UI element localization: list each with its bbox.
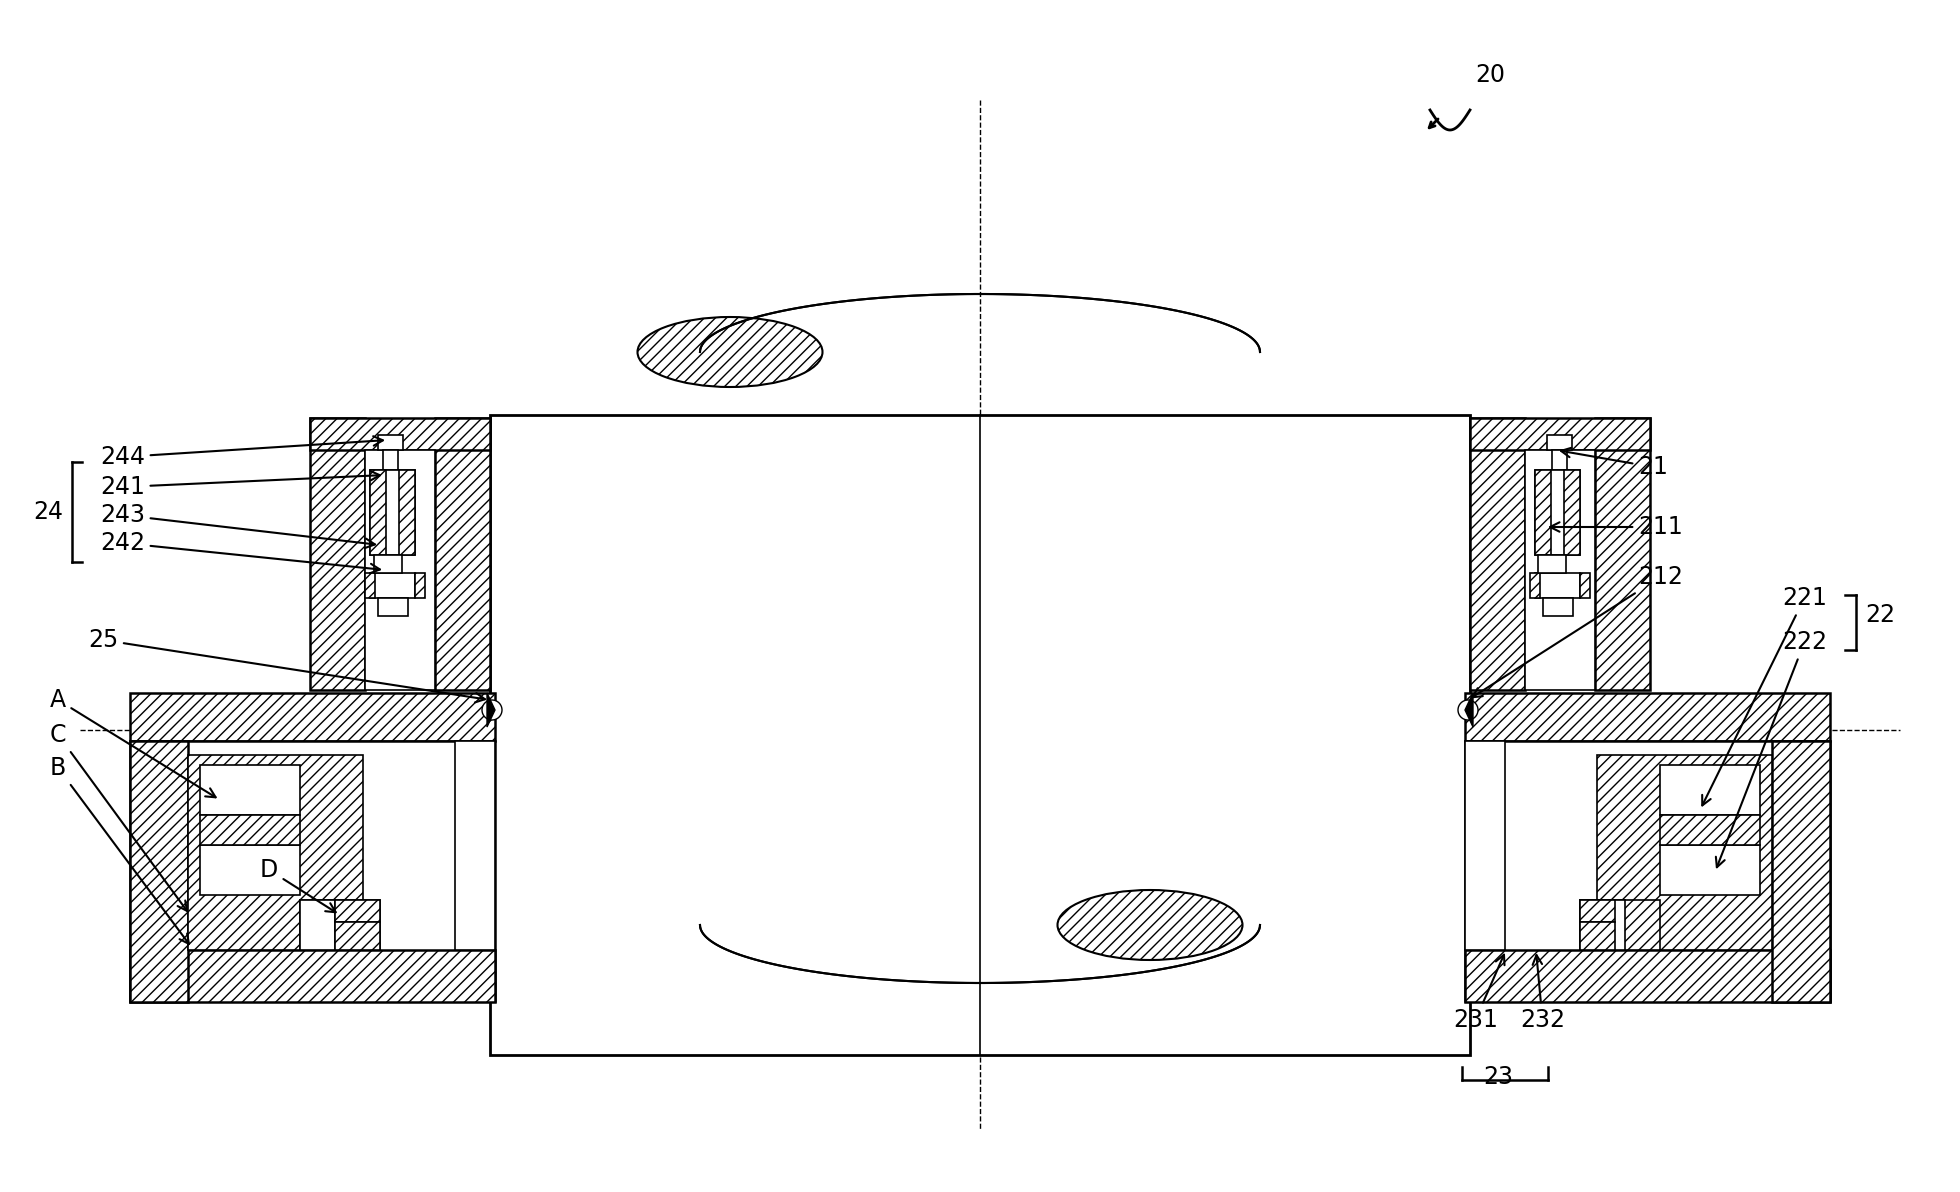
Bar (370, 573, 416, 598)
Bar (1580, 900, 1615, 921)
Bar (335, 900, 380, 921)
Bar (1531, 573, 1541, 598)
Bar (378, 435, 404, 451)
Text: 25: 25 (88, 628, 484, 702)
Bar (1470, 418, 1525, 690)
Bar (1580, 573, 1590, 598)
Bar (1564, 470, 1580, 555)
Bar (200, 845, 300, 895)
Ellipse shape (637, 317, 823, 387)
Bar (1660, 765, 1760, 815)
Bar (365, 451, 435, 690)
Bar (300, 900, 380, 950)
Bar (1470, 418, 1650, 451)
Bar (400, 470, 416, 555)
Bar (1580, 921, 1615, 950)
Bar (1660, 845, 1760, 895)
Text: 20: 20 (1476, 63, 1505, 87)
Bar (370, 470, 416, 555)
Bar (490, 415, 1470, 1055)
Bar (1535, 470, 1580, 555)
Bar (416, 573, 425, 598)
Text: 23: 23 (1484, 1064, 1513, 1089)
Bar (188, 755, 363, 950)
Bar (374, 555, 402, 573)
Bar (200, 765, 300, 815)
Text: 24: 24 (33, 499, 63, 524)
Text: 221: 221 (1701, 586, 1827, 806)
Bar (370, 470, 386, 555)
Circle shape (482, 700, 502, 720)
Bar (455, 741, 496, 950)
Text: 241: 241 (100, 471, 380, 499)
Bar (310, 418, 490, 451)
Text: A: A (51, 688, 216, 797)
Bar (1539, 555, 1566, 573)
Bar (1552, 451, 1566, 470)
Text: C: C (51, 724, 186, 911)
Text: 21: 21 (1560, 448, 1668, 479)
Bar (435, 418, 490, 690)
Bar (1464, 693, 1831, 741)
Bar (300, 900, 335, 950)
Text: 211: 211 (1550, 515, 1684, 539)
Bar (382, 451, 398, 470)
Bar (1535, 470, 1550, 555)
Bar (1597, 755, 1772, 950)
Text: B: B (51, 756, 188, 944)
Bar (1535, 573, 1580, 598)
Bar (1525, 451, 1595, 690)
Bar (129, 950, 496, 1002)
Bar (1580, 900, 1625, 950)
Polygon shape (1464, 693, 1474, 727)
Bar (1772, 741, 1831, 1002)
Bar (129, 741, 188, 1002)
Text: 222: 222 (1715, 631, 1827, 868)
Bar (1546, 435, 1572, 451)
Bar (1543, 598, 1574, 616)
Bar (1464, 741, 1505, 950)
Text: 242: 242 (100, 530, 380, 573)
Text: 243: 243 (100, 503, 374, 548)
Bar (1595, 418, 1650, 690)
Bar (310, 418, 365, 690)
Bar (1580, 900, 1660, 950)
Bar (129, 693, 496, 741)
Bar (1660, 815, 1760, 845)
Text: 212: 212 (1472, 565, 1684, 697)
Bar (200, 815, 300, 845)
Circle shape (1458, 700, 1478, 720)
Bar (365, 573, 374, 598)
Text: 231: 231 (1452, 955, 1505, 1032)
Bar (1464, 950, 1831, 1002)
Bar (1464, 741, 1831, 1001)
Bar (378, 598, 408, 616)
Text: 232: 232 (1521, 955, 1564, 1032)
Bar (129, 741, 496, 1001)
Bar (335, 921, 380, 950)
Polygon shape (486, 693, 496, 727)
Text: 244: 244 (100, 436, 382, 468)
Text: D: D (261, 858, 335, 912)
Text: 22: 22 (1866, 603, 1895, 627)
Ellipse shape (1058, 890, 1243, 960)
